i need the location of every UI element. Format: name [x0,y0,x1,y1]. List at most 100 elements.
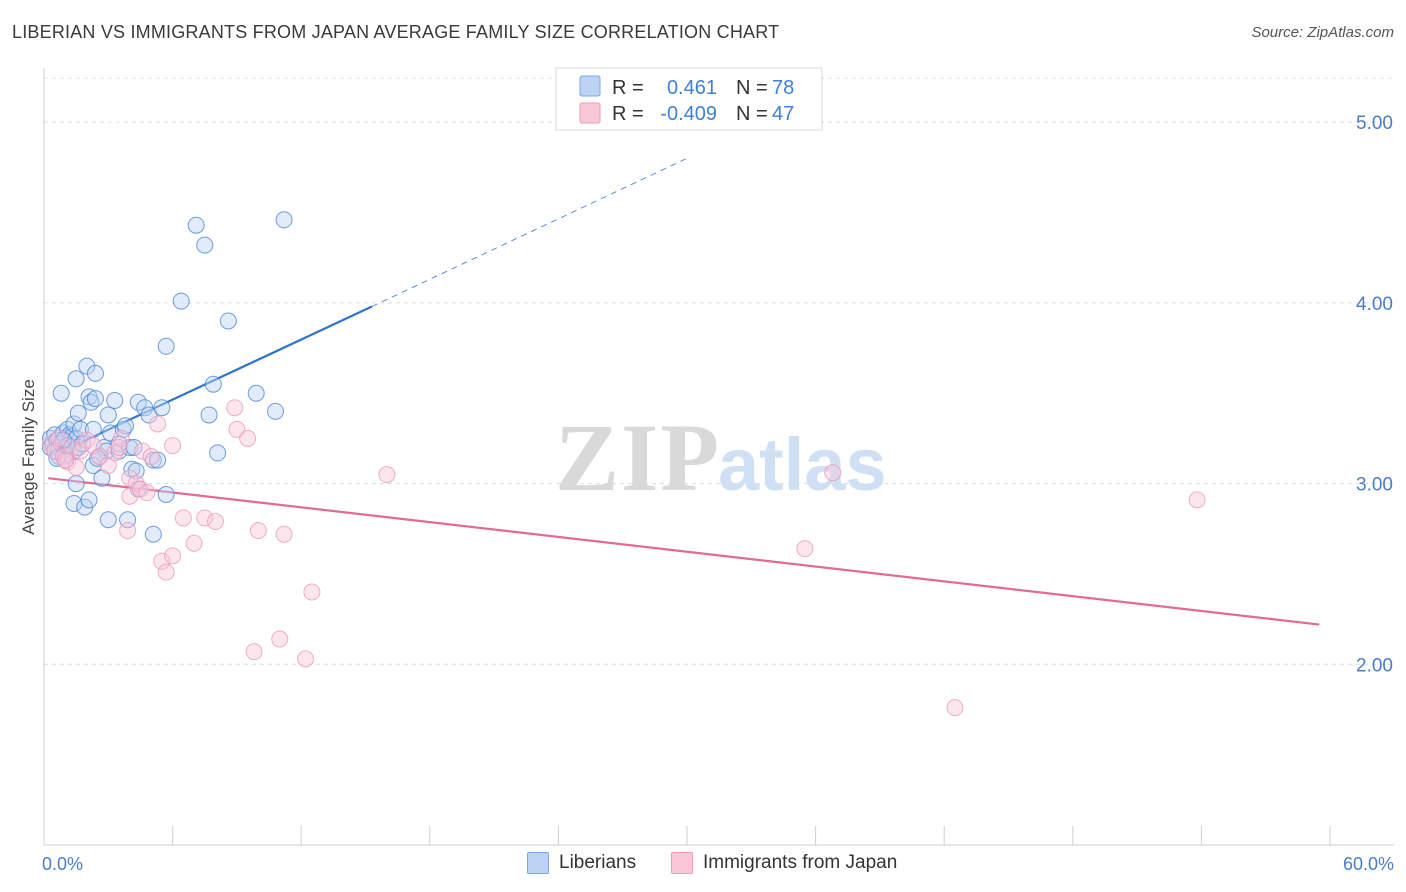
point-s1-47 [153,399,171,417]
legend-item-japan: Immigrants from Japan [671,852,897,874]
point-s1-49 [172,292,190,310]
point-s1-51 [196,236,214,254]
point-s1-23 [67,370,85,388]
chart-title: LIBERIAN VS IMMIGRANTS FROM JAPAN AVERAG… [12,22,780,42]
trend-line-1 [54,305,373,456]
point-s2-44 [824,464,842,482]
point-s2-33 [226,399,244,417]
series-2-points [41,399,1206,717]
point-s1-36 [106,391,124,409]
point-s1-52 [200,406,218,424]
point-s2-21 [110,438,128,456]
legend-top: R = 0.461 N = 78 R = -0.409 N = 47 [555,67,823,131]
point-s2-43 [796,540,814,558]
legend-r-label-2: R = [612,103,644,125]
legend-item-liberians: Liberians [527,852,636,874]
point-s2-36 [249,522,267,540]
legend-n-value-1: 78 [772,77,794,99]
series-1-points [41,211,293,543]
point-s2-18 [142,448,160,465]
point-s2-22 [119,522,137,540]
point-s1-65 [99,511,117,529]
point-s1-28 [86,364,104,382]
legend-bottom: Liberians Immigrants from Japan [0,850,1406,880]
point-s2-3 [50,429,68,447]
y-tick-label-4: 5.00 [1356,113,1393,134]
point-s2-28 [164,547,182,565]
data-points [41,211,1206,717]
y-tick-label-3: 4.00 [1356,294,1393,315]
axes [43,68,1394,846]
point-s1-50 [187,216,205,234]
trend-lines [48,157,1320,626]
point-s2-8 [71,442,89,460]
point-s1-62 [80,491,98,509]
legend-swatch-liberians [579,75,601,97]
point-s1-70 [144,525,162,543]
point-s2-39 [245,643,263,661]
point-s2-29 [174,509,192,527]
y-tick-label-2: 3.00 [1356,475,1393,496]
legend-r-label-1: R = [612,77,644,99]
point-s1-54 [209,444,227,462]
point-s1-56 [247,384,265,402]
point-s1-53 [204,375,222,393]
y-tick-label-1: 2.00 [1356,655,1393,676]
legend-n-label-2: N = [736,103,768,125]
point-s1-71 [157,485,175,503]
point-s1-39 [116,417,134,435]
point-s2-25 [138,484,156,502]
watermark: ZIP atlas [555,404,887,511]
point-s2-26 [153,552,171,570]
grid-lines [44,77,1394,665]
trend-line-2 [48,477,1320,626]
point-s1-48 [157,337,175,355]
point-s1-44 [140,406,158,424]
legend-swatch-japan-bottom [671,852,693,874]
point-s2-27 [157,563,175,581]
x-tick-label-2: 60.0% [1343,854,1394,874]
point-s2-20 [164,437,182,455]
point-s2-30 [185,534,203,552]
legend-n-value-2: 47 [772,103,794,125]
point-s1-58 [275,211,293,229]
point-s1-22 [52,384,70,402]
legend-label-liberians: Liberians [559,852,637,873]
legend-r-value-2: -0.409 [660,103,717,125]
legend-swatch-liberians-bottom [527,852,549,874]
point-s2-35 [239,429,257,447]
y-axis-label: Average Family Size [19,379,38,535]
trend-line-extension-1 [371,157,688,307]
point-s1-21 [71,420,89,438]
point-s2-17 [134,442,152,460]
point-s2-37 [275,525,293,543]
x-ticks [43,826,1331,845]
chart-source: Source: ZipAtlas.com [1251,24,1394,41]
x-tick-label-1: 0.0% [42,854,83,874]
point-s2-31 [196,509,214,527]
legend-label-japan: Immigrants from Japan [703,852,898,873]
point-s2-45 [946,699,964,717]
point-s2-46 [1188,491,1206,509]
point-s1-57 [266,402,284,420]
legend-n-label-1: N = [736,77,768,99]
legend-swatch-japan [579,102,601,124]
point-s2-19 [149,415,167,433]
point-s1-68 [127,462,145,480]
x-tick-labels: 0.0% 60.0% [42,854,1394,874]
watermark-atlas: atlas [718,423,887,506]
watermark-zip: ZIP [555,404,721,511]
point-s1-59 [67,475,85,493]
point-s1-25 [78,357,96,375]
point-s2-42 [378,466,396,484]
point-s2-47 [56,451,74,469]
point-s1-24 [69,404,87,422]
point-s1-29 [86,390,104,408]
point-s2-38 [303,583,321,601]
point-s1-34 [99,406,117,424]
point-s2-40 [271,630,289,648]
point-s2-32 [206,513,224,531]
point-s1-55 [219,312,237,330]
legend-r-value-1: 0.461 [667,77,717,99]
